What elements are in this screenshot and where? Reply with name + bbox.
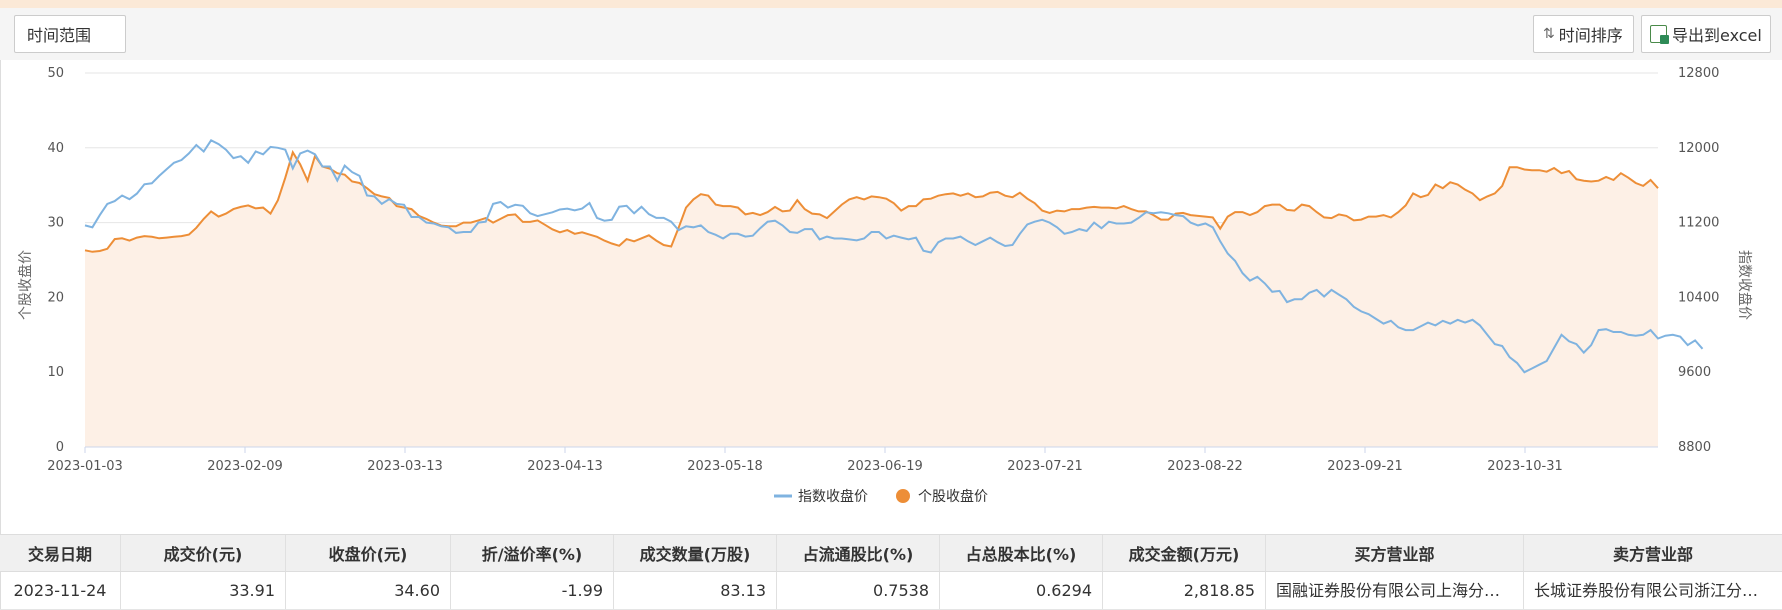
x-tick-label: 2023-09-21 <box>1327 459 1403 474</box>
right-tick-label: 12800 <box>1678 66 1719 81</box>
right-tick-label: 11200 <box>1678 216 1719 231</box>
x-tick-label: 2023-08-22 <box>1167 459 1243 474</box>
legend-stock-swatch <box>896 489 910 503</box>
header-buyer: 买方营业部 <box>1266 535 1524 571</box>
header-seller: 卖方营业部 <box>1612 545 1693 564</box>
legend-index-label[interactable]: 指数收盘价 <box>798 488 868 505</box>
x-tick-label: 2023-03-13 <box>367 459 443 474</box>
cell-float-ratio: 0.7538 <box>777 572 940 609</box>
table-header-row: 交易日期 成交价(元) 收盘价(元) 折/溢价率(%) 成交数量(万股) 占流通… <box>0 534 1782 572</box>
export-excel-label: 导出到excel <box>1672 26 1762 45</box>
left-tick-label: 40 <box>47 141 64 156</box>
chart-axes: 0 8800 10 9600 20 10400 30 11200 40 12000 50 12800 2… <box>47 66 1719 474</box>
cell-close-price: 34.60 <box>286 572 451 609</box>
right-tick-label: 10400 <box>1678 290 1719 305</box>
stock-price-line <box>84 149 1659 253</box>
cell-trade-price: 33.91 <box>121 572 286 609</box>
chart-legend: 指数收盘价 个股收盘价 <box>774 488 988 505</box>
time-sort-button[interactable]: ⇅ 时间排序 <box>1533 15 1634 53</box>
x-tick-label: 2023-10-31 <box>1487 459 1563 474</box>
excel-icon <box>1650 25 1669 44</box>
cell-trade-date: 2023-11-24 <box>0 572 121 609</box>
x-tick-label: 2023-02-09 <box>207 459 283 474</box>
header-amount: 成交金额(万元) <box>1103 535 1266 571</box>
x-tick-label: 2023-04-13 <box>527 459 603 474</box>
top-accent-line <box>0 0 1782 8</box>
index-price-line <box>84 139 1704 374</box>
legend-stock-label[interactable]: 个股收盘价 <box>918 488 988 505</box>
time-range-button[interactable]: 时间范围 <box>14 15 126 53</box>
right-axis-title: 指数收盘价 <box>1736 250 1753 320</box>
right-tick-label: 12000 <box>1678 141 1719 156</box>
content-panel <box>0 8 1782 610</box>
x-tick-label: 2023-01-03 <box>47 459 123 474</box>
cell-buyer: 国融证券股份有限公司上海分… <box>1266 572 1524 609</box>
header-close-price: 收盘价(元) <box>286 535 451 571</box>
header-trade-date: 交易日期 <box>0 535 121 571</box>
cell-amount: 2,818.85 <box>1103 572 1266 609</box>
header-premium-rate: 折/溢价率(%) <box>451 535 614 571</box>
x-tick-label: 2023-06-19 <box>847 459 923 474</box>
sort-arrows-icon: ⇅ <box>1543 26 1555 42</box>
left-tick-label: 20 <box>47 290 64 305</box>
table-row[interactable]: 2023-11-24 33.91 34.60 -1.99 83.13 0.753… <box>0 572 1782 610</box>
x-tick-label: 2023-05-18 <box>687 459 763 474</box>
cell-premium-rate: -1.99 <box>451 572 614 609</box>
left-tick-label: 0 <box>56 440 64 455</box>
left-tick-label: 30 <box>47 216 64 231</box>
export-excel-button[interactable]: 导出到excel <box>1641 15 1771 53</box>
right-tick-label: 9600 <box>1678 365 1711 380</box>
cell-total-ratio: 0.6294 <box>940 572 1103 609</box>
right-tick-label: 8800 <box>1678 440 1711 455</box>
block-trade-table: 交易日期 成交价(元) 收盘价(元) 折/溢价率(%) 成交数量(万股) 占流通… <box>0 534 1782 610</box>
stock-price-area <box>85 152 1658 448</box>
cell-seller: 长城证券股份有限公司浙江分… <box>1534 581 1759 600</box>
left-tick-label: 10 <box>47 365 64 380</box>
left-tick-label: 50 <box>47 66 64 81</box>
price-chart: 0 8800 10 9600 20 10400 30 11200 40 12000 50 12800 2… <box>17 66 1753 505</box>
time-range-label: 时间范围 <box>27 26 92 45</box>
header-trade-price: 成交价(元) <box>121 535 286 571</box>
header-total-ratio: 占总股本比(%) <box>940 535 1103 571</box>
cell-volume: 83.13 <box>614 572 777 609</box>
left-axis-title: 个股收盘价 <box>17 250 34 320</box>
time-sort-label: 时间排序 <box>1558 26 1623 45</box>
toolbar: 时间范围 ⇅ 时间排序 导出到excel <box>0 8 1782 60</box>
header-float-ratio: 占流通股比(%) <box>777 535 940 571</box>
header-volume: 成交数量(万股) <box>614 535 777 571</box>
x-tick-label: 2023-07-21 <box>1007 459 1083 474</box>
